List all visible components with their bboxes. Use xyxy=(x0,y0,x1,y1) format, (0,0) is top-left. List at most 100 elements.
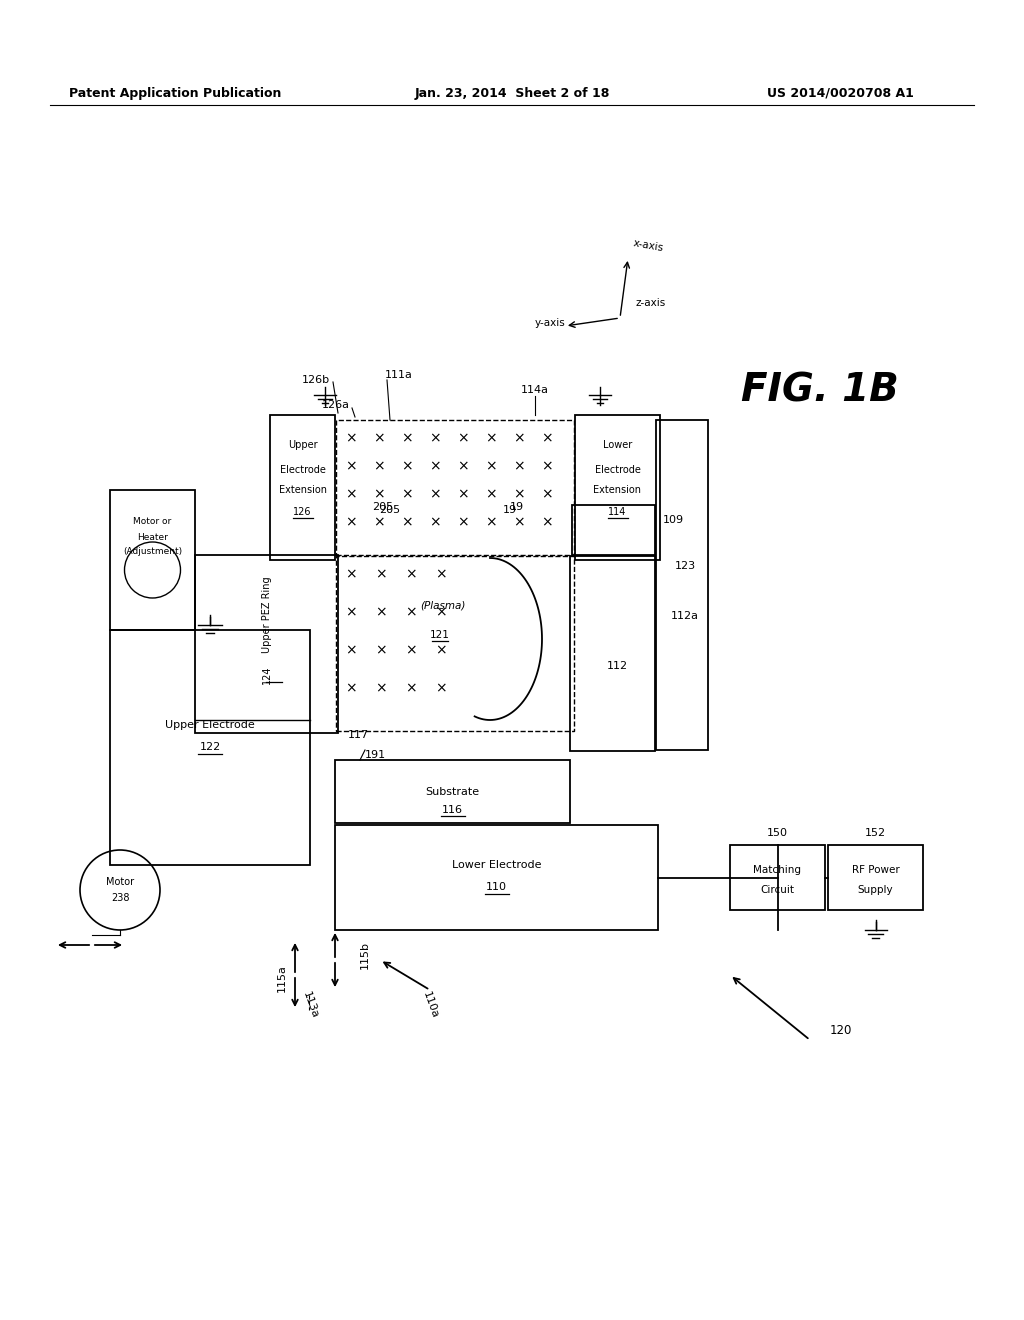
Text: ×: × xyxy=(513,487,525,502)
Text: Patent Application Publication: Patent Application Publication xyxy=(69,87,282,99)
Text: Heater: Heater xyxy=(137,532,168,541)
Bar xyxy=(730,845,825,909)
Text: z-axis: z-axis xyxy=(635,298,666,308)
Text: Upper: Upper xyxy=(288,440,317,450)
Text: ×: × xyxy=(406,643,417,657)
Text: ×: × xyxy=(435,605,446,619)
Text: ×: × xyxy=(429,487,440,502)
Text: ×: × xyxy=(345,487,356,502)
Text: ×: × xyxy=(429,515,440,529)
Text: 110: 110 xyxy=(486,882,507,892)
Text: ×: × xyxy=(513,459,525,473)
Text: ×: × xyxy=(485,487,497,502)
Text: 122: 122 xyxy=(200,742,220,752)
Text: ×: × xyxy=(513,515,525,529)
Text: 126b: 126b xyxy=(302,375,330,385)
Text: 126a: 126a xyxy=(322,400,350,411)
Text: x-axis: x-axis xyxy=(632,239,665,253)
Text: ×: × xyxy=(401,432,413,445)
Bar xyxy=(656,420,708,750)
Text: ×: × xyxy=(485,459,497,473)
Text: ×: × xyxy=(457,487,469,502)
Text: 115a: 115a xyxy=(278,964,287,991)
Text: Upper PEZ Ring: Upper PEZ Ring xyxy=(261,577,271,653)
Text: y-axis: y-axis xyxy=(535,318,565,327)
Bar xyxy=(336,420,574,554)
Text: Lower Electrode: Lower Electrode xyxy=(452,861,542,870)
Bar xyxy=(572,506,655,554)
Text: ×: × xyxy=(435,568,446,581)
Text: ×: × xyxy=(457,432,469,445)
Text: ×: × xyxy=(435,643,446,657)
Text: 123: 123 xyxy=(675,561,695,572)
Bar xyxy=(270,414,335,560)
Text: ×: × xyxy=(513,432,525,445)
Text: 112a: 112a xyxy=(671,611,699,620)
Text: ×: × xyxy=(542,459,553,473)
Text: ×: × xyxy=(429,432,440,445)
Text: 191: 191 xyxy=(365,750,386,760)
Text: ×: × xyxy=(345,459,356,473)
Text: ×: × xyxy=(345,568,356,581)
Bar xyxy=(336,556,574,731)
Text: US 2014/0020708 A1: US 2014/0020708 A1 xyxy=(767,87,913,99)
Text: ×: × xyxy=(406,568,417,581)
Text: ×: × xyxy=(406,681,417,696)
Text: ×: × xyxy=(373,487,385,502)
Bar xyxy=(110,490,195,630)
Text: ×: × xyxy=(435,681,446,696)
Bar xyxy=(575,414,660,560)
Bar xyxy=(335,825,658,931)
Text: ×: × xyxy=(485,432,497,445)
Text: (Plasma): (Plasma) xyxy=(420,601,466,610)
Text: 126: 126 xyxy=(293,507,311,517)
Text: ×: × xyxy=(375,681,387,696)
Text: 116: 116 xyxy=(442,805,463,814)
Text: 112: 112 xyxy=(607,661,628,671)
Text: ×: × xyxy=(373,515,385,529)
Text: ×: × xyxy=(375,605,387,619)
Text: ×: × xyxy=(457,459,469,473)
Text: ×: × xyxy=(457,515,469,529)
Text: ×: × xyxy=(373,459,385,473)
Text: ×: × xyxy=(401,515,413,529)
Bar xyxy=(195,554,338,733)
Text: 121: 121 xyxy=(430,630,450,640)
Bar xyxy=(110,630,310,865)
Text: ×: × xyxy=(401,487,413,502)
Text: 110a: 110a xyxy=(421,990,439,1020)
Text: 19: 19 xyxy=(503,506,517,515)
Text: Motor: Motor xyxy=(105,876,134,887)
Text: ×: × xyxy=(345,643,356,657)
Text: ×: × xyxy=(542,515,553,529)
Text: ×: × xyxy=(375,568,387,581)
Text: ×: × xyxy=(373,432,385,445)
Text: ×: × xyxy=(375,643,387,657)
Text: 120: 120 xyxy=(830,1023,852,1036)
Text: Electrode: Electrode xyxy=(595,465,640,475)
Text: ×: × xyxy=(542,432,553,445)
Text: 205: 205 xyxy=(372,502,393,512)
Bar xyxy=(828,845,923,909)
Bar xyxy=(335,760,570,822)
Text: ×: × xyxy=(345,432,356,445)
Text: RF Power: RF Power xyxy=(852,865,899,875)
Text: 113a: 113a xyxy=(300,990,319,1020)
Text: Supply: Supply xyxy=(858,884,893,895)
Text: 124: 124 xyxy=(261,665,271,684)
Text: (Adjustment): (Adjustment) xyxy=(123,548,182,557)
Text: 205: 205 xyxy=(380,506,400,515)
Text: ×: × xyxy=(485,515,497,529)
Bar xyxy=(570,556,655,751)
Text: 115b: 115b xyxy=(360,941,370,969)
Text: ×: × xyxy=(345,515,356,529)
Text: Upper Electrode: Upper Electrode xyxy=(165,719,255,730)
Text: ×: × xyxy=(345,605,356,619)
Text: ×: × xyxy=(345,681,356,696)
Text: Electrode: Electrode xyxy=(280,465,326,475)
Text: Matching: Matching xyxy=(754,865,802,875)
Text: 19: 19 xyxy=(510,502,524,512)
Text: 117: 117 xyxy=(347,730,369,741)
Text: Circuit: Circuit xyxy=(761,884,795,895)
Text: Extension: Extension xyxy=(594,484,641,495)
